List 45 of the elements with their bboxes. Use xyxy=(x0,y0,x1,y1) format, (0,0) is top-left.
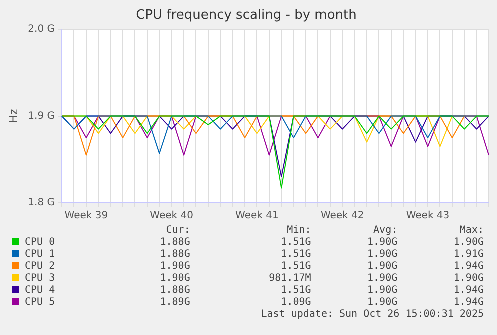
y-tick-label: 2.0 G xyxy=(28,24,56,36)
text: Max: xyxy=(458,225,484,237)
x-tick-label: Week 43 xyxy=(406,210,450,222)
text: Cur: xyxy=(165,225,190,237)
text: 1.51G xyxy=(280,237,312,249)
x-tick-label: Week 41 xyxy=(236,210,279,222)
legend-label: CPU 1 xyxy=(24,249,56,261)
text: 1.88G xyxy=(159,249,190,261)
y-axis-title: Hz xyxy=(7,109,20,124)
legend-label: CPU 3 xyxy=(24,273,56,285)
text: 1.90G xyxy=(366,261,398,273)
text: Avg: xyxy=(372,225,398,237)
text: 1.90G xyxy=(366,285,398,297)
text: 1.94G xyxy=(452,261,484,273)
x-tick-label: Week 42 xyxy=(320,210,364,222)
text: 1.89G xyxy=(159,297,190,309)
chart-title: CPU frequency scaling - by month xyxy=(136,8,357,24)
x-tick-label: Week 40 xyxy=(150,210,194,222)
text: 1.90G xyxy=(366,249,398,261)
text: 1.90G xyxy=(159,261,190,273)
text: Last update: Sun Oct 26 15:00:31 2025 xyxy=(260,309,484,321)
text: 981.17M xyxy=(268,273,312,285)
legend-label: CPU 5 xyxy=(24,297,56,309)
y-tick-label: 1.9 G xyxy=(28,110,56,122)
text: 1.51G xyxy=(280,285,312,297)
text: 1.94G xyxy=(452,285,484,297)
legend-label: CPU 2 xyxy=(24,261,56,273)
text: 1.51G xyxy=(280,261,312,273)
text: Min: xyxy=(286,225,312,237)
text: 1.88G xyxy=(159,285,190,297)
x-tick-label: Week 39 xyxy=(64,210,108,222)
text: 1.90G xyxy=(366,273,398,285)
text: 1.09G xyxy=(280,297,312,309)
text: 1.90G xyxy=(366,297,398,309)
text: 1.90G xyxy=(452,273,484,285)
legend-label: CPU 4 xyxy=(24,285,56,297)
text: 1.91G xyxy=(452,249,484,261)
text: 1.90G xyxy=(366,237,398,249)
text: 1.51G xyxy=(280,249,312,261)
text: 1.94G xyxy=(452,297,484,309)
y-tick-label: 1.8 G xyxy=(28,198,56,209)
text: 1.90G xyxy=(159,273,190,285)
text: 1.88G xyxy=(159,237,190,249)
text: 1.90G xyxy=(452,237,484,249)
legend-label: CPU 0 xyxy=(24,237,56,249)
